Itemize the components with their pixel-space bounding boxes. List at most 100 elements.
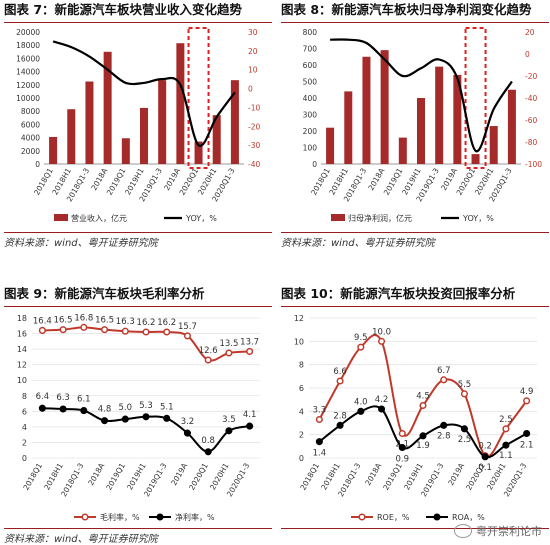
legend-label: 净利率，% (175, 512, 215, 522)
data-label: 15.7 (178, 322, 197, 332)
y-tick-label: 16 (17, 330, 27, 339)
y-right-tick-label: 0 (525, 50, 530, 59)
y-left-tick-label: 18000 (16, 41, 40, 50)
data-point (59, 405, 67, 413)
data-point (419, 432, 427, 440)
y-left-tick-label: 700 (303, 45, 318, 54)
y-left-tick-label: 10000 (16, 94, 40, 103)
legend-swatch-marker (156, 513, 164, 521)
data-point (377, 337, 386, 345)
source-rule (281, 232, 549, 233)
data-point (80, 407, 88, 415)
bar (435, 66, 444, 164)
x-tick-label: 2019H1 (125, 461, 148, 491)
bar (158, 80, 167, 164)
data-point (38, 404, 46, 412)
bar (103, 51, 112, 164)
title-rule (281, 306, 549, 307)
data-label: 4.5 (416, 392, 430, 402)
x-tick-label: 2019A (169, 461, 189, 487)
y-right-tick-label: -20 (248, 122, 260, 131)
data-point (357, 343, 365, 351)
data-label: 4.1 (243, 410, 257, 420)
y-right-tick-label: -30 (248, 141, 260, 150)
y-tick-label: 18 (17, 314, 27, 323)
data-point (481, 453, 489, 461)
data-point (204, 356, 212, 364)
data-point (121, 327, 129, 335)
legend-swatch-marker (433, 513, 441, 521)
data-point (38, 326, 46, 334)
y-left-tick-label: 12000 (16, 81, 40, 90)
legend-swatch-marker (81, 513, 89, 521)
data-label: 6.1 (77, 395, 91, 405)
data-point (377, 405, 386, 413)
x-tick-label: 2020Q1 (464, 461, 487, 491)
y-right-tick-label: 30 (248, 28, 258, 37)
x-tick-label: 2019Q1 (381, 461, 404, 491)
y-left-tick-label: 100 (303, 144, 318, 153)
data-label: 6.6 (333, 367, 347, 377)
panel-revenue: 图表 7：新能源汽车板块营业收入变化趋势 0 2000 4000 6000 8000 10… (4, 0, 272, 250)
y-left-tick-label: 800 (303, 28, 318, 37)
y-right-tick-label: -40 (525, 94, 537, 103)
data-label: 16.3 (116, 317, 135, 327)
y-right-tick-label: -40 (248, 160, 260, 169)
data-label: 16.2 (137, 318, 156, 328)
data-label: 2.5 (458, 435, 472, 445)
source-note: 资料来源：wind、粤开证券研究院 (281, 238, 435, 249)
yoy-line (330, 38, 513, 153)
bar (380, 50, 389, 164)
legend-label-line: YOY，% (185, 214, 217, 223)
x-tick-label: 2018Q1 (298, 461, 321, 491)
y-left-tick-label: 16000 (16, 54, 40, 63)
x-tick-label: 2018H1 (319, 461, 342, 491)
bar (453, 74, 462, 164)
chart-title: 图表 7：新能源汽车板块营业收入变化趋势 (4, 2, 243, 17)
data-label: 16.8 (74, 313, 93, 323)
x-tick-label: 2018H1 (42, 461, 65, 491)
x-tick-label: 2019A (446, 461, 466, 487)
highlight-box (464, 27, 487, 169)
y-right-tick-label: -80 (525, 138, 537, 147)
data-point (246, 422, 254, 430)
revenue-chart: 0 2000 4000 6000 8000 10000 12000 14000 16000 180… (16, 27, 260, 223)
data-point (246, 347, 254, 355)
bar (212, 115, 221, 164)
y-tick-label: 6 (22, 407, 27, 416)
y-left-tick-label: 0 (35, 160, 40, 169)
source-note: 资料来源：wind、粤开证券研究院 (4, 238, 158, 249)
legend-label: 毛利率，% (100, 512, 140, 522)
data-label: 2.5 (499, 415, 513, 425)
data-label: 1.9 (416, 441, 430, 451)
data-point (163, 414, 171, 422)
y-right-tick-label: -10 (248, 103, 260, 112)
data-point (80, 323, 88, 331)
data-point (183, 332, 192, 340)
data-label: 6.7 (437, 366, 451, 376)
x-tick-label: 2020Q1 (187, 461, 210, 491)
y-left-tick-label: 8000 (21, 107, 40, 116)
data-point (398, 429, 406, 438)
data-point (142, 413, 150, 421)
bar (344, 91, 353, 164)
bar (85, 81, 94, 164)
y-left-tick-label: 500 (303, 78, 318, 87)
bar (471, 154, 480, 164)
y-left-tick-label: 200 (303, 127, 318, 136)
data-label: 1.4 (313, 449, 327, 459)
data-label: 5.1 (160, 402, 174, 412)
y-tick-label: 0 (22, 454, 27, 463)
data-point (100, 417, 109, 425)
watermark: 粤开崇利论市 (454, 523, 542, 539)
data-label: 2.1 (520, 441, 534, 451)
legend-label-bar: 归母净利润，亿元 (348, 213, 412, 223)
data-label: 13.7 (240, 337, 259, 347)
data-label: 9.5 (354, 333, 368, 343)
x-tick-label: 2018A (86, 461, 106, 487)
x-tick-label: 2019Q1 (104, 461, 127, 491)
bar (194, 141, 203, 164)
title-rule (4, 22, 272, 23)
x-tick-label: 2019H1 (402, 461, 425, 491)
